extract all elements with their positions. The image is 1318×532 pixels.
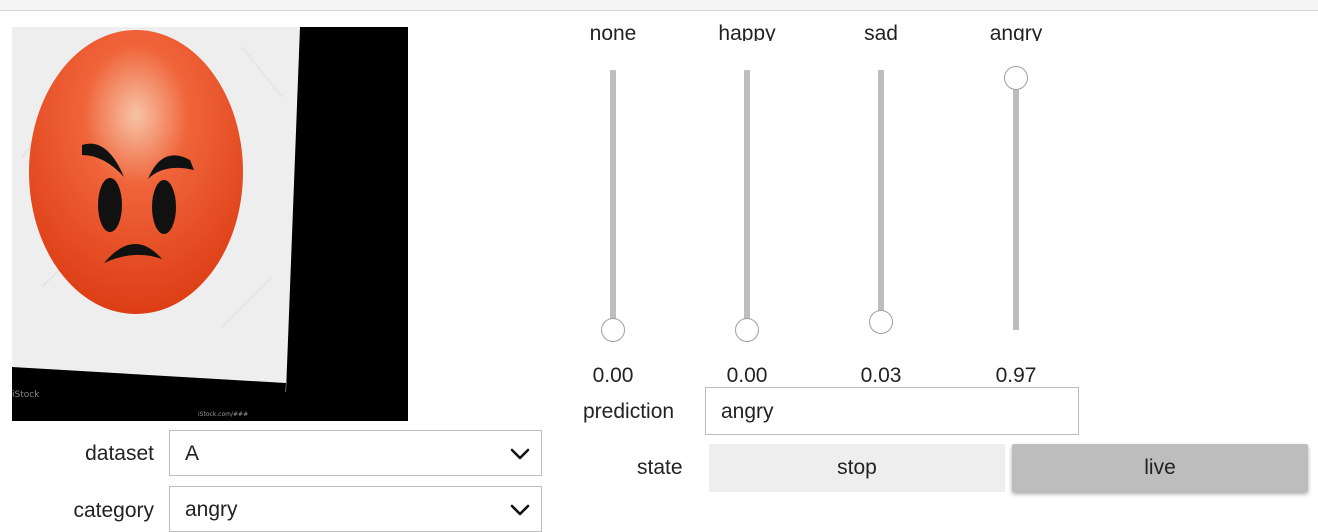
prediction-value: angry <box>721 400 774 423</box>
dataset-label: dataset <box>85 442 154 465</box>
emoji-face <box>29 30 243 314</box>
chevron-down-icon <box>510 504 530 516</box>
category-select[interactable]: angry <box>169 486 542 532</box>
top-bar <box>0 0 1318 11</box>
slider-value: 0.97 <box>995 364 1037 384</box>
slider-track[interactable] <box>878 70 884 330</box>
category-label: category <box>73 499 154 522</box>
slider-thumb[interactable] <box>601 318 625 342</box>
preview-image: iStock iStock.com/### <box>12 27 408 421</box>
slider-value: 0.00 <box>726 364 768 384</box>
slider-track[interactable] <box>744 70 750 330</box>
svg-text:iStock.com/###: iStock.com/### <box>198 411 248 418</box>
slider-value: 0.03 <box>860 364 902 384</box>
slider-track[interactable] <box>1013 70 1019 330</box>
slider-label: happy <box>718 22 776 41</box>
slider-value: 0.00 <box>592 364 634 384</box>
prediction-label: prediction <box>583 400 675 423</box>
category-select-value: angry <box>185 498 238 521</box>
slider-label: none <box>589 22 637 41</box>
prediction-field[interactable]: angry <box>705 387 1079 435</box>
state-label: state <box>637 456 683 479</box>
slider-label: angry <box>989 22 1043 41</box>
live-button[interactable]: live <box>1012 444 1308 492</box>
stop-button[interactable]: stop <box>709 444 1005 492</box>
chevron-down-icon <box>510 448 530 460</box>
slider-label: sad <box>864 22 898 41</box>
slider-thumb[interactable] <box>869 310 893 335</box>
dataset-select-value: A <box>185 442 200 465</box>
slider-track[interactable] <box>610 70 616 330</box>
dataset-select[interactable]: A <box>169 430 542 476</box>
svg-text:iStock: iStock <box>12 390 40 400</box>
slider-thumb[interactable] <box>1004 65 1028 90</box>
slider-thumb[interactable] <box>735 318 759 342</box>
